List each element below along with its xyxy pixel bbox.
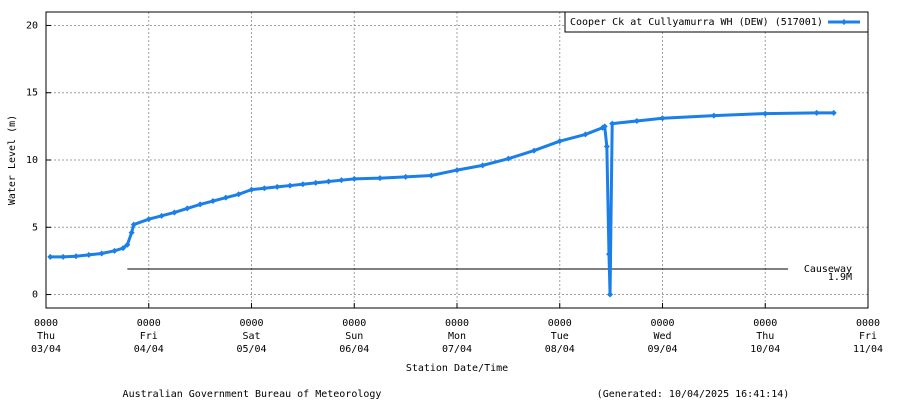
x-tick-label: 0000 (753, 318, 777, 329)
y-tick-label: 20 (26, 20, 38, 31)
data-point (197, 201, 204, 208)
x-tick-label: Thu (37, 331, 55, 342)
data-point (158, 212, 165, 219)
data-point (325, 178, 332, 185)
data-point (556, 138, 563, 145)
legend-marker (841, 19, 847, 25)
data-point (603, 143, 610, 150)
x-tick-label: Fri (140, 331, 158, 342)
data-point (505, 155, 512, 162)
data-point (120, 245, 127, 252)
data-point (601, 123, 608, 130)
x-tick-label: Fri (859, 331, 877, 342)
x-tick-label: 11/04 (853, 344, 883, 355)
data-point (762, 110, 769, 117)
data-point (235, 191, 242, 198)
x-tick-label: 05/04 (236, 344, 266, 355)
data-point (274, 183, 281, 190)
x-tick-label: 04/04 (134, 344, 164, 355)
x-axis-label: Station Date/Time (406, 363, 508, 374)
annotation-label: Causeway (804, 264, 852, 275)
data-point (479, 162, 486, 169)
annotation-value: 1.9M (828, 272, 852, 283)
data-point (124, 241, 131, 248)
x-tick-label: 0000 (650, 318, 674, 329)
data-point (299, 181, 306, 188)
data-point (98, 250, 105, 257)
x-tick-label: Wed (653, 331, 671, 342)
data-point (60, 253, 67, 260)
x-tick-label: 0000 (445, 318, 469, 329)
x-tick-label: 10/04 (750, 344, 780, 355)
x-tick-label: 0000 (239, 318, 263, 329)
data-point (609, 120, 616, 127)
data-point (813, 109, 820, 116)
data-point (145, 216, 152, 223)
x-tick-label: Sat (242, 331, 260, 342)
data-point (338, 177, 345, 184)
data-point (184, 205, 191, 212)
x-tick-label: Sun (345, 331, 363, 342)
x-tick-label: 0000 (548, 318, 572, 329)
x-tick-label: 07/04 (442, 344, 472, 355)
legend-box (564, 11, 869, 33)
plot-frame (45, 11, 869, 309)
data-point (209, 198, 216, 205)
data-point (830, 109, 837, 116)
x-tick-label: Mon (448, 331, 466, 342)
data-point (248, 186, 255, 193)
data-point (47, 253, 54, 260)
data-point (659, 115, 666, 122)
data-point (454, 167, 460, 174)
data-point (287, 182, 294, 189)
y-tick-label: 5 (32, 222, 38, 233)
data-point (72, 253, 79, 260)
footer-left: Australian Government Bureau of Meteorol… (123, 389, 382, 400)
data-point (605, 251, 612, 258)
y-tick-label: 10 (26, 155, 38, 166)
data-point (376, 175, 383, 182)
x-tick-label: 09/04 (647, 344, 677, 355)
data-point (351, 175, 358, 182)
x-tick-label: 08/04 (545, 344, 575, 355)
x-tick-label: 06/04 (339, 344, 369, 355)
data-point (633, 117, 640, 124)
data-point (710, 112, 717, 119)
data-point (130, 221, 137, 228)
data-point (85, 251, 92, 258)
data-point (111, 247, 118, 254)
data-point (261, 185, 268, 192)
y-axis-label: Water Level (m) (7, 115, 18, 205)
y-tick-label: 15 (26, 88, 38, 99)
x-tick-label: 0000 (34, 318, 58, 329)
x-tick-label: Tue (551, 331, 569, 342)
y-tick-label: 0 (32, 290, 38, 301)
data-point (607, 291, 614, 298)
x-tick-label: 0000 (342, 318, 366, 329)
footer-right: (Generated: 10/04/2025 16:41:14) (597, 389, 790, 400)
x-tick-label: 0000 (137, 318, 161, 329)
data-point (531, 147, 538, 154)
x-tick-label: Thu (756, 331, 774, 342)
legend-label: Cooper Ck at Cullyamurra WH (DEW) (51700… (570, 17, 823, 28)
data-point (171, 209, 178, 216)
data-point (582, 131, 589, 138)
x-tick-label: 03/04 (31, 344, 61, 355)
data-point (428, 172, 435, 179)
data-point (402, 173, 409, 180)
data-point (312, 179, 319, 186)
data-point (222, 194, 229, 201)
data-point (128, 229, 135, 236)
x-tick-label: 0000 (856, 318, 880, 329)
